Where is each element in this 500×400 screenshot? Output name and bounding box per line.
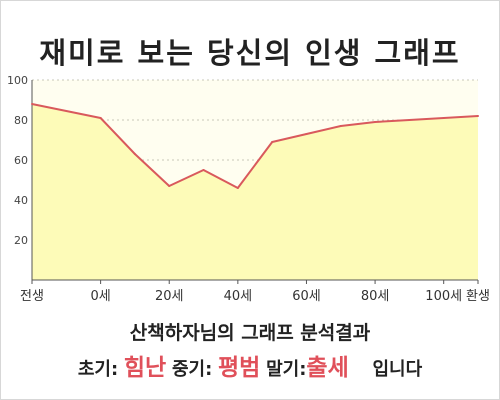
x-tick-label: 0세 (90, 289, 110, 304)
data-point (202, 169, 205, 171)
y-tick-labels: 20 40 60 80 100 (7, 74, 28, 247)
result-suffix: 입니다 (372, 359, 423, 380)
x-tick-label: 40세 (224, 289, 253, 304)
early-value: 힘난 (123, 355, 167, 381)
data-point (168, 185, 171, 187)
area-fill (32, 104, 478, 280)
data-point (477, 115, 479, 117)
y-tick-label: 20 (14, 234, 28, 247)
x-tick-label: 환생 (466, 289, 490, 304)
x-tick-label: 100세 (425, 289, 462, 304)
data-point (31, 103, 33, 105)
data-point (374, 121, 377, 123)
middle-label: 중기: (171, 359, 213, 380)
y-tick-label: 40 (14, 194, 28, 207)
x-tick-label: 80세 (361, 289, 390, 304)
late-value: 출세 (306, 355, 349, 381)
late-label: 말기: (266, 359, 307, 380)
analysis-subtitle: 산책하자님의 그래프 분석결과 (129, 322, 371, 344)
middle-value: 평범 (218, 355, 261, 381)
x-tick-labels: 전생 0세 20세 40세 60세 80세 100세 환생 (20, 280, 490, 304)
data-point (236, 187, 239, 189)
data-point (271, 141, 274, 143)
y-tick-label: 60 (14, 154, 28, 167)
x-tick-label: 20세 (155, 289, 184, 304)
data-point (442, 117, 445, 119)
x-tick-label: 60세 (292, 289, 321, 304)
data-point (133, 153, 136, 155)
page-title: 재미로 보는 당신의 인생 그래프 (39, 36, 461, 70)
y-tick-label: 100 (7, 74, 28, 87)
data-point (99, 117, 102, 119)
x-tick-label: 전생 (20, 289, 44, 304)
y-tick-label: 80 (14, 114, 28, 127)
data-point (339, 125, 342, 127)
analysis-result: 초기: 힘난 중기: 평범 말기:출세 입니다 (0, 348, 500, 382)
early-label: 초기: (77, 359, 119, 380)
data-point (305, 133, 308, 135)
data-point (408, 119, 411, 121)
